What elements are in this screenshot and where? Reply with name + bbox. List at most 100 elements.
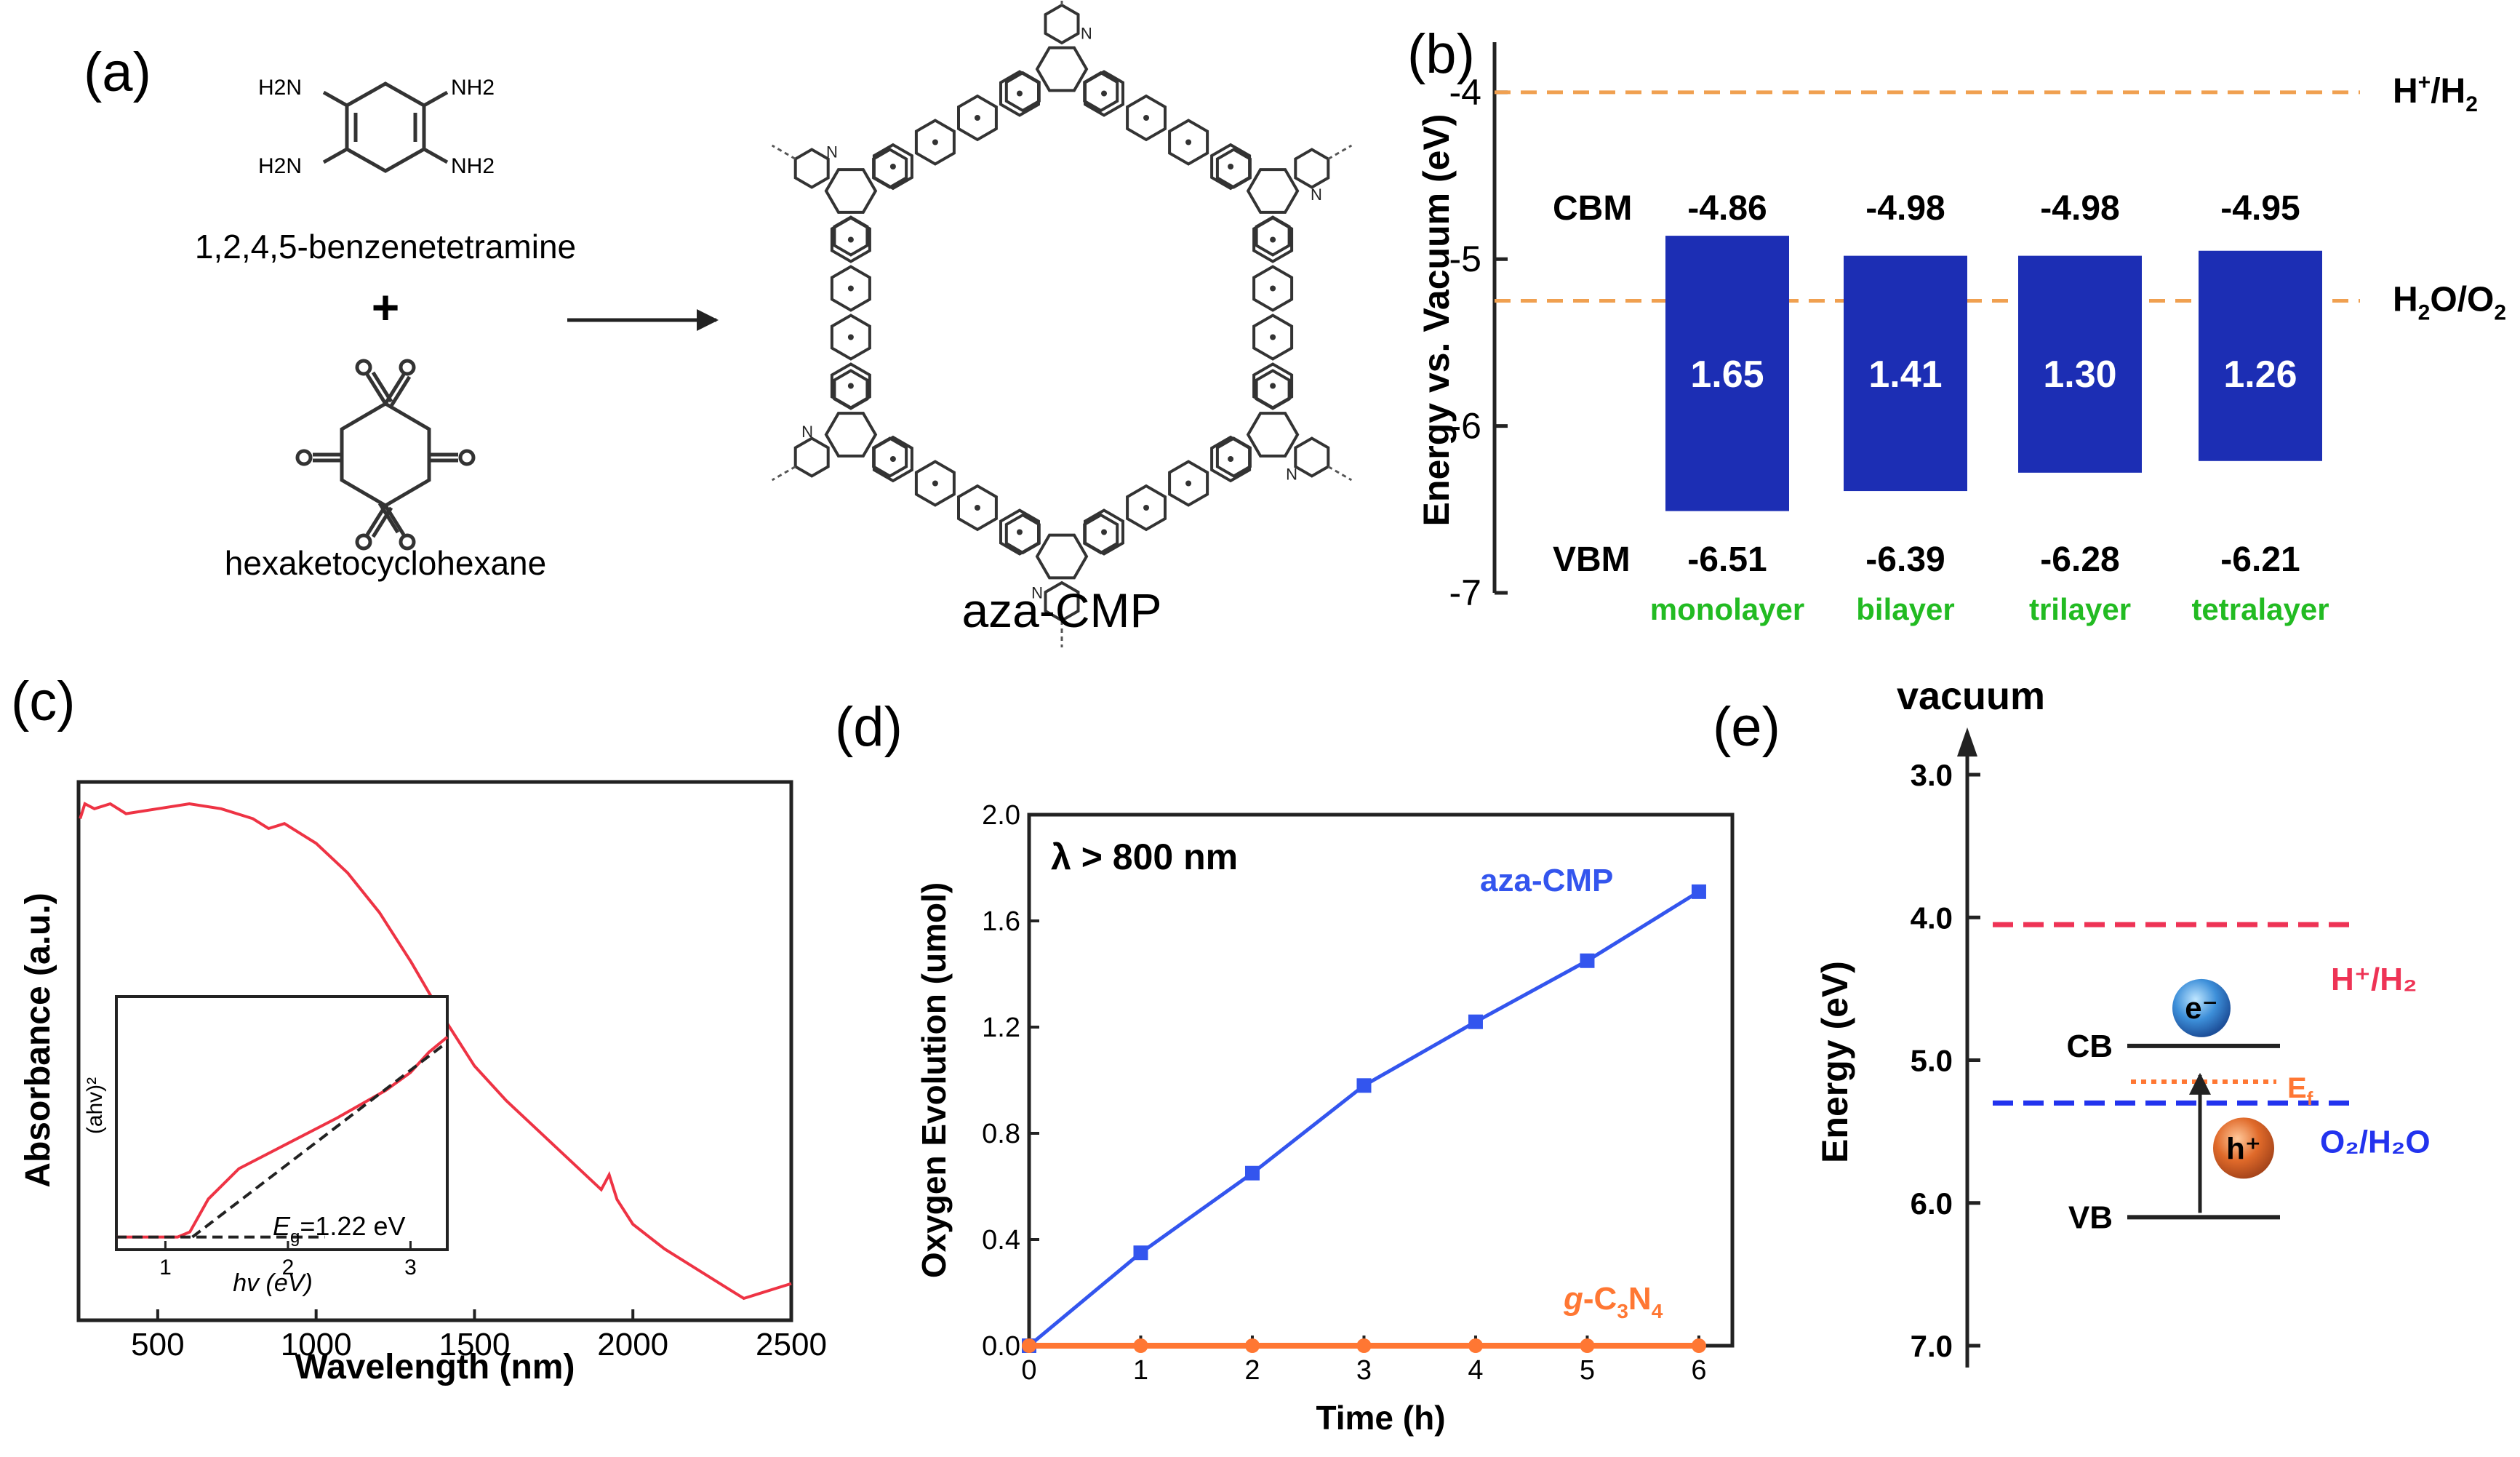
framework-ring [1252,314,1294,361]
data-point [1468,1338,1483,1353]
vbm-value: -6.39 [1865,540,1945,579]
band-gap-bar [1844,255,1967,492]
panel-a-label: (a) [84,41,151,103]
band-gap-value: 1.26 [2223,354,2297,396]
framework-ring [872,143,913,191]
amine-label: NH2 [451,154,495,178]
panel-b: (b) -4 -5 -6 -7 Energy vs. Vacuum (eV) H+/H2 H… [1407,23,2506,626]
ring-atom-mark [1143,115,1150,121]
panel-e: (e) vacuum 3.0 4.0 5.0 6.0 7.0 Energy (eV) H⁺/H… [1713,674,2431,1368]
series-line [1028,890,1700,1347]
framework-pyrazine [1215,436,1252,478]
oxygen-evolution-chart: 0 1 2 3 4 5 6 0.0 0.4 0.8 1.2 1.6 2.0 Time (h) Oxygen … [915,800,1735,1437]
y-tick-label: 3.0 [1911,758,1953,792]
framework-pyrazine [1294,436,1330,478]
data-point [1244,1165,1260,1181]
x-tick-label: 1 [1133,1355,1148,1386]
framework-pyrazine [1294,148,1330,189]
data-point [1580,1338,1595,1353]
ring-atom-mark [847,285,854,292]
data-point [1244,1338,1260,1353]
y-tick-label: 6.0 [1911,1186,1953,1221]
ring-atom-mark [1270,383,1276,389]
ring-atom-mark [889,456,896,462]
inset-x-tick-label: 3 [404,1256,417,1280]
o2-h2o-label: O₂/H₂O [2320,1124,2431,1159]
x-axis-title: Time (h) [1316,1399,1445,1437]
x-tick-label: 0 [1021,1355,1036,1386]
layer-category-label: monolayer [1650,592,1804,626]
x-tick-label: 5 [1580,1355,1595,1386]
framework-node-core [1246,168,1300,214]
layer-category-label: tetralayer [2191,592,2329,626]
framework-ring [1252,265,1294,312]
framework-ring [1168,119,1209,166]
fermi-level-label: Ef [2287,1072,2313,1109]
cbm-value: -4.95 [2220,189,2300,228]
ring-atom-mark [1228,164,1234,169]
ring-atom-mark [1101,90,1108,97]
data-point [1356,1078,1372,1093]
vbm-value: -6.28 [2040,540,2119,579]
cb-label: CB [2066,1029,2113,1064]
ring-nitrogen-label: N [1311,185,1322,204]
framework-ring [1126,484,1167,532]
plot-frame [76,780,793,1322]
framework-node-core [1246,412,1300,458]
framework-ring [1126,94,1167,142]
benzenetetramine-structure [322,81,449,173]
vbm-value: -6.51 [1687,540,1767,579]
amine-label: H2N [258,154,302,178]
vbm-row-label: VBM [1553,540,1631,579]
data-point [1691,1338,1706,1353]
framework-pyrazine [1215,148,1252,189]
framework-ring [830,314,871,361]
framework-extension [1327,466,1353,482]
band-gap-bar [2018,255,2142,473]
framework-pyrazine [793,436,830,478]
framework-pyrazine [833,215,869,257]
framework-pyrazine [1255,369,1291,410]
ring-nitrogen-label: N [801,423,813,441]
energy-level-diagram: vacuum 3.0 4.0 5.0 6.0 7.0 Energy (eV) H⁺/H₂ O₂/… [1815,674,2431,1368]
absorbance-chart: 500 1000 1500 2000 2500 Wavelength (nm) Absorb… [19,780,827,1386]
framework-ring [957,94,998,142]
ring-atom-mark [1185,480,1192,487]
x-tick-label: 500 [131,1327,184,1362]
ring-atom-mark [932,139,938,145]
framework-ring [1252,216,1294,263]
ring-atom-mark [1016,90,1023,97]
vbm-value: -6.21 [2220,540,2300,579]
panel-c-label: (c) [11,671,76,733]
ring-atom-mark [1101,529,1108,535]
x-tick-label: 1000 [281,1327,352,1362]
ring-atom-mark [1270,285,1276,292]
inset-frame [115,995,449,1251]
y-tick-label: -7 [1449,572,1481,613]
data-point [1133,1338,1148,1353]
inset-x-tick-label: 1 [159,1256,172,1280]
data-point [1356,1338,1372,1353]
framework-pyrazine [793,148,830,189]
data-point [1691,884,1706,899]
cbm-value: -4.98 [2040,189,2119,228]
ring-atom-mark [1270,236,1276,243]
reference-label-hplus: H+/H2 [2393,71,2478,116]
ring-atom-mark [1270,334,1276,340]
ring-atom-mark [889,164,896,169]
framework-ring [1084,508,1124,556]
ring-nitrogen-label: N [1286,466,1297,484]
electron-sphere [2172,978,2231,1037]
y-tick-label: 4.0 [1911,901,1953,935]
layer-category-label: trilayer [2029,592,2131,626]
cbm-value: -4.86 [1687,189,1767,228]
x-axis-title: Wavelength (nm) [295,1348,575,1386]
hexaketocyclohexane-structure [295,359,476,551]
framework-pyrazine [833,369,869,410]
framework-pyrazine [1083,513,1119,555]
plot-frame [1027,813,1735,1348]
y-tick-label: 2.0 [982,800,1020,831]
ring-nitrogen-label: N [1081,24,1092,42]
framework-ring [1210,143,1252,191]
